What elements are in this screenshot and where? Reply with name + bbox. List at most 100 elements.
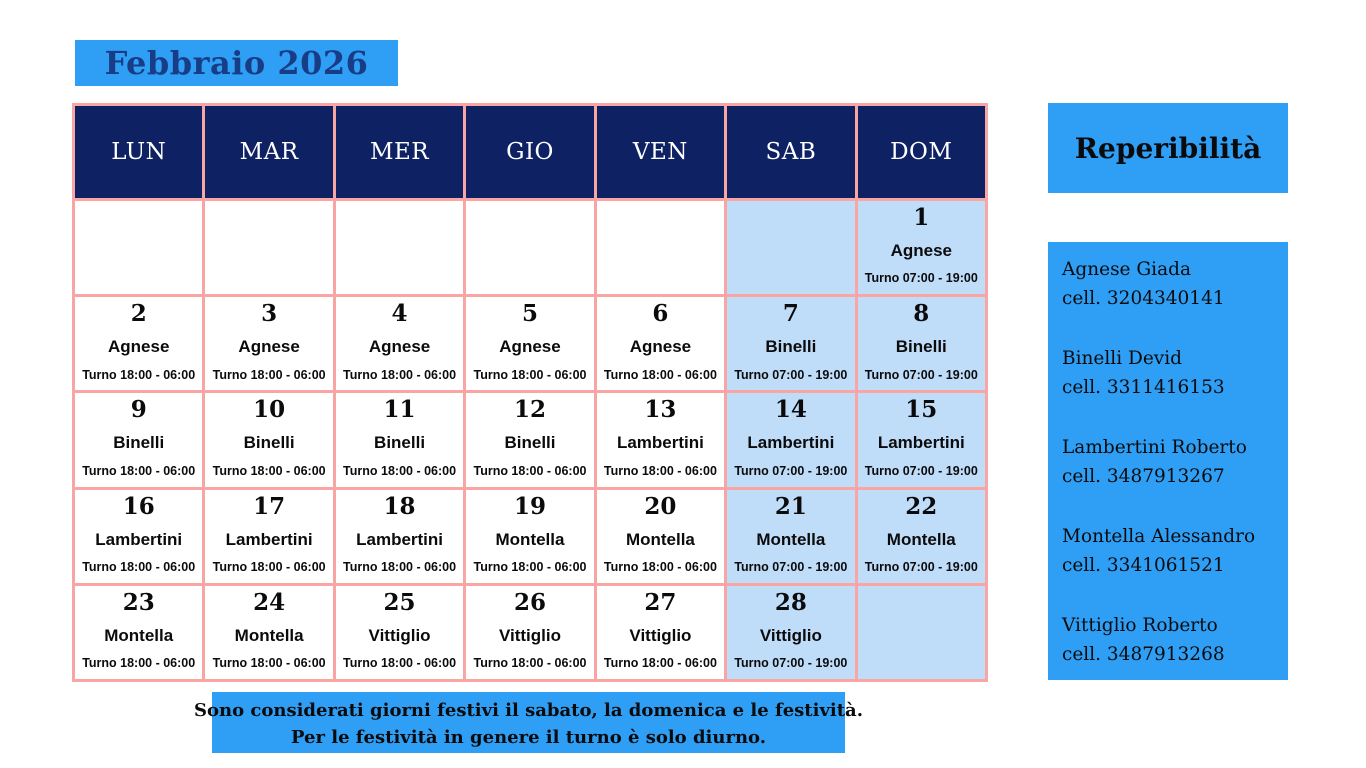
- calendar-day-24: 24 Montella Turno 18:00 - 06:00: [205, 585, 333, 679]
- contact-name: Agnese Giada: [1062, 259, 1191, 280]
- holiday-note-box: Sono considerati giorni festivi il sabat…: [194, 692, 863, 753]
- day-number: 13: [644, 396, 677, 424]
- month-title: Febbraio 2026: [104, 44, 369, 82]
- day-number: 12: [513, 396, 546, 424]
- day-number: 17: [253, 492, 286, 520]
- day-number: 23: [122, 588, 155, 616]
- calendar-day-14: 14 Lambertini Turno 07:00 - 19:00: [727, 393, 855, 487]
- shift-time: Turno 07:00 - 19:00: [734, 367, 848, 382]
- calendar-day-9: 9 Binelli Turno 18:00 - 06:00: [75, 393, 203, 487]
- day-number: 24: [253, 588, 286, 616]
- day-header-mer: MER: [335, 106, 464, 198]
- calendar-day-3: 3 Agnese Turno 18:00 - 06:00: [205, 297, 333, 391]
- calendar-day-6: 6 Agnese Turno 18:00 - 06:00: [596, 297, 725, 391]
- day-header-gio: GIO: [466, 106, 594, 198]
- day-number: 21: [774, 492, 807, 520]
- person-name: Montella: [886, 529, 956, 549]
- person-name: Binelli: [504, 433, 556, 453]
- calendar-empty-cell: [75, 201, 203, 295]
- shift-time: Turno 18:00 - 06:00: [473, 656, 587, 671]
- shift-time: Turno 18:00 - 06:00: [603, 463, 717, 478]
- calendar-day-28: 28 Vittiglio Turno 07:00 - 19:00: [727, 585, 855, 679]
- day-number: 19: [513, 492, 546, 520]
- person-name: Agnese: [629, 337, 692, 357]
- person-name: Montella: [104, 625, 174, 645]
- calendar-day-16: 16 Lambertini Turno 18:00 - 06:00: [75, 489, 203, 583]
- person-name: Montella: [756, 529, 826, 549]
- holiday-note-line2: Per le festività in genere il turno è so…: [291, 726, 766, 748]
- person-name: Agnese: [108, 337, 170, 357]
- shift-time: Turno 18:00 - 06:00: [603, 367, 717, 382]
- person-name: Lambertini: [747, 433, 835, 453]
- shift-time: Turno 07:00 - 19:00: [864, 367, 978, 382]
- contact-phone: cell. 3311416153: [1062, 377, 1225, 398]
- shift-time: Turno 18:00 - 06:00: [343, 656, 457, 671]
- holiday-note-line1: Sono considerati giorni festivi il sabat…: [194, 699, 863, 721]
- shift-time: Turno 18:00 - 06:00: [82, 656, 196, 671]
- calendar-day-15: 15 Lambertini Turno 07:00 - 19:00: [857, 393, 985, 487]
- day-number: 4: [391, 300, 408, 328]
- calendar-day-1: 1 Agnese Turno 07:00 - 19:00: [857, 201, 985, 295]
- shift-time: Turno 18:00 - 06:00: [212, 656, 326, 671]
- shift-time: Turno 18:00 - 06:00: [473, 463, 587, 478]
- calendar-day-7: 7 Binelli Turno 07:00 - 19:00: [727, 297, 855, 391]
- oncall-header-box: Reperibilità: [1048, 103, 1288, 193]
- shift-time: Turno 07:00 - 19:00: [734, 560, 848, 575]
- day-number: 28: [774, 588, 807, 616]
- shift-time: Turno 07:00 - 19:00: [734, 463, 848, 478]
- person-name: Vittiglio: [498, 625, 561, 645]
- shift-time: Turno 18:00 - 06:00: [212, 560, 326, 575]
- month-title-box: Febbraio 2026: [75, 40, 398, 86]
- calendar-day-13: 13 Lambertini Turno 18:00 - 06:00: [596, 393, 725, 487]
- shift-time: Turno 18:00 - 06:00: [343, 367, 457, 382]
- shift-time: Turno 18:00 - 06:00: [343, 560, 457, 575]
- calendar-empty-cell: [596, 201, 725, 295]
- shift-time: Turno 18:00 - 06:00: [82, 367, 196, 382]
- calendar-day-22: 22 Montella Turno 07:00 - 19:00: [857, 489, 985, 583]
- person-name: Montella: [234, 625, 304, 645]
- calendar-day-5: 5 Agnese Turno 18:00 - 06:00: [466, 297, 594, 391]
- calendar-day-8: 8 Binelli Turno 07:00 - 19:00: [857, 297, 985, 391]
- day-number: 6: [652, 300, 669, 328]
- person-name: Binelli: [374, 433, 426, 453]
- contact-name: Montella Alessandro: [1062, 526, 1256, 547]
- contact-name: Vittiglio Roberto: [1062, 615, 1218, 636]
- oncall-header-title: Reperibilità: [1074, 131, 1262, 165]
- person-name: Agnese: [890, 241, 952, 261]
- contact-name: Lambertini Roberto: [1062, 437, 1247, 458]
- calendar-day-21: 21 Montella Turno 07:00 - 19:00: [727, 489, 855, 583]
- calendar-day-26: 26 Vittiglio Turno 18:00 - 06:00: [466, 585, 594, 679]
- calendar-empty-cell: [857, 585, 985, 679]
- day-number: 18: [383, 492, 416, 520]
- day-number: 5: [521, 300, 538, 328]
- day-number: 25: [383, 588, 416, 616]
- person-name: Binelli: [113, 433, 165, 453]
- shift-time: Turno 18:00 - 06:00: [473, 367, 587, 382]
- day-number: 2: [130, 300, 147, 328]
- calendar-empty-cell: [727, 201, 855, 295]
- contact-phone: cell. 3487913267: [1062, 466, 1225, 487]
- calendar-day-25: 25 Vittiglio Turno 18:00 - 06:00: [335, 585, 464, 679]
- contact-phone: cell. 3204340141: [1062, 288, 1225, 309]
- calendar-empty-cell: [335, 201, 464, 295]
- day-number: 3: [261, 300, 278, 328]
- day-header-mar: MAR: [205, 106, 333, 198]
- day-header-ven: VEN: [596, 106, 725, 198]
- shift-time: Turno 18:00 - 06:00: [212, 367, 326, 382]
- calendar-day-10: 10 Binelli Turno 18:00 - 06:00: [205, 393, 333, 487]
- day-number: 16: [122, 492, 155, 520]
- shift-time: Turno 18:00 - 06:00: [82, 463, 196, 478]
- calendar-day-12: 12 Binelli Turno 18:00 - 06:00: [466, 393, 594, 487]
- day-number: 9: [130, 396, 147, 424]
- calendar-day-20: 20 Montella Turno 18:00 - 06:00: [596, 489, 725, 583]
- person-name: Montella: [625, 529, 695, 549]
- shift-time: Turno 07:00 - 19:00: [864, 560, 978, 575]
- day-number: 11: [383, 396, 416, 424]
- shift-time: Turno 07:00 - 19:00: [734, 656, 848, 671]
- day-number: 7: [782, 300, 799, 328]
- day-number: 10: [253, 396, 286, 424]
- contact-entry: Agnese Giada cell. 3204340141: [1062, 255, 1284, 313]
- calendar-day-18: 18 Lambertini Turno 18:00 - 06:00: [335, 489, 464, 583]
- contact-entry: Montella Alessandro cell. 3341061521: [1062, 522, 1284, 580]
- shift-time: Turno 18:00 - 06:00: [473, 560, 587, 575]
